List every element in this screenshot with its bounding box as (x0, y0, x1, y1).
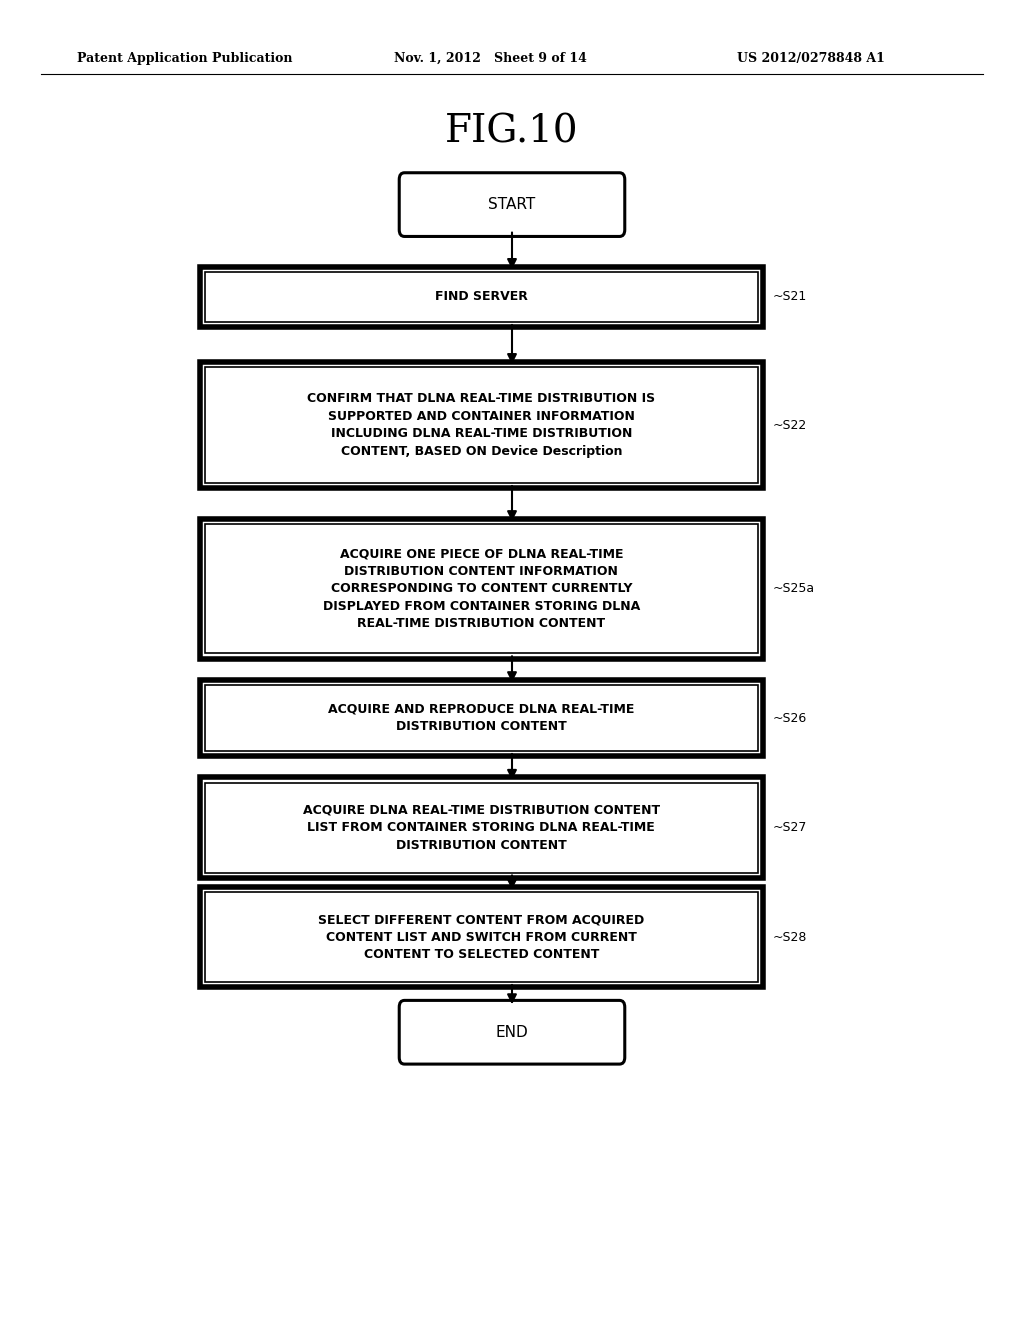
Text: ACQUIRE DLNA REAL-TIME DISTRIBUTION CONTENT
LIST FROM CONTAINER STORING DLNA REA: ACQUIRE DLNA REAL-TIME DISTRIBUTION CONT… (303, 804, 659, 851)
Text: ~S22: ~S22 (773, 418, 807, 432)
Text: FIND SERVER: FIND SERVER (435, 290, 527, 304)
FancyBboxPatch shape (205, 685, 758, 751)
Text: START: START (488, 197, 536, 213)
Text: ~S27: ~S27 (773, 821, 808, 834)
Text: FIG.10: FIG.10 (445, 114, 579, 150)
FancyBboxPatch shape (200, 519, 763, 659)
FancyBboxPatch shape (205, 272, 758, 322)
FancyBboxPatch shape (200, 777, 763, 878)
FancyBboxPatch shape (205, 367, 758, 483)
Text: END: END (496, 1024, 528, 1040)
Text: ~S28: ~S28 (773, 931, 808, 944)
Text: Patent Application Publication: Patent Application Publication (77, 51, 292, 65)
Text: ACQUIRE AND REPRODUCE DLNA REAL-TIME
DISTRIBUTION CONTENT: ACQUIRE AND REPRODUCE DLNA REAL-TIME DIS… (328, 702, 635, 734)
Text: ACQUIRE ONE PIECE OF DLNA REAL-TIME
DISTRIBUTION CONTENT INFORMATION
CORRESPONDI: ACQUIRE ONE PIECE OF DLNA REAL-TIME DIST… (323, 548, 640, 630)
FancyBboxPatch shape (200, 680, 763, 756)
FancyBboxPatch shape (205, 783, 758, 873)
FancyBboxPatch shape (200, 362, 763, 488)
Text: Nov. 1, 2012   Sheet 9 of 14: Nov. 1, 2012 Sheet 9 of 14 (394, 51, 587, 65)
FancyBboxPatch shape (205, 524, 758, 653)
Text: ~S21: ~S21 (773, 290, 807, 304)
Text: ~S25a: ~S25a (773, 582, 815, 595)
Text: CONFIRM THAT DLNA REAL-TIME DISTRIBUTION IS
SUPPORTED AND CONTAINER INFORMATION
: CONFIRM THAT DLNA REAL-TIME DISTRIBUTION… (307, 392, 655, 458)
FancyBboxPatch shape (399, 1001, 625, 1064)
FancyBboxPatch shape (200, 267, 763, 327)
Text: US 2012/0278848 A1: US 2012/0278848 A1 (737, 51, 885, 65)
FancyBboxPatch shape (399, 173, 625, 236)
Text: ~S26: ~S26 (773, 711, 807, 725)
FancyBboxPatch shape (200, 887, 763, 987)
FancyBboxPatch shape (205, 892, 758, 982)
Text: SELECT DIFFERENT CONTENT FROM ACQUIRED
CONTENT LIST AND SWITCH FROM CURRENT
CONT: SELECT DIFFERENT CONTENT FROM ACQUIRED C… (318, 913, 644, 961)
